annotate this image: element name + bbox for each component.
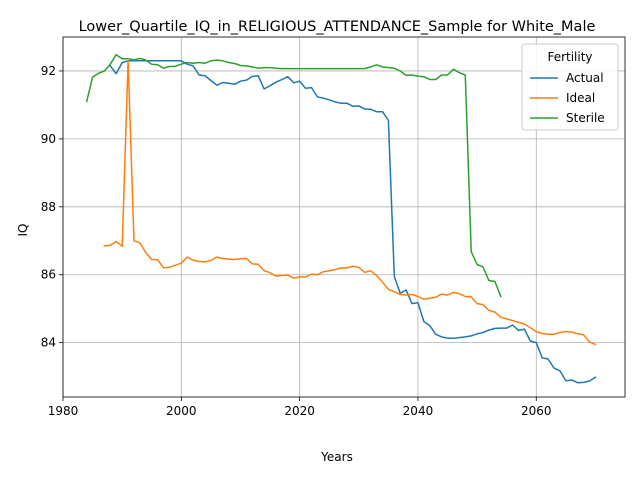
- y-tick-label: 84: [41, 336, 56, 350]
- legend-box: [521, 43, 619, 131]
- legend-label-ideal: Ideal: [566, 91, 595, 105]
- y-tick-label: 88: [41, 200, 56, 214]
- x-axis-label: Years: [320, 450, 353, 464]
- legend-items: Actual Ideal Sterile: [530, 71, 605, 125]
- y-tick-label: 90: [41, 132, 56, 146]
- axes-frame: [62, 36, 626, 398]
- series-line-ideal: [103, 60, 597, 346]
- chart-title: Lower_Quartile_IQ_in_RELIGIOUS_ATTENDANC…: [79, 19, 596, 35]
- legend-label-sterile: Sterile: [566, 111, 605, 125]
- plot-series: [85, 53, 597, 384]
- y-axis-ticks: 84 86 88 90 92: [41, 64, 63, 350]
- x-tick-label: 2020: [284, 404, 315, 418]
- x-axis-ticks: 1980 2000 2020 2040 2060: [48, 397, 552, 418]
- y-tick-label: 86: [41, 268, 56, 282]
- series-line-sterile: [85, 53, 502, 298]
- x-tick-label: 1980: [48, 404, 79, 418]
- legend: Fertility Actual Ideal Sterile: [521, 43, 619, 131]
- y-tick-label: 92: [41, 64, 56, 78]
- x-tick-label: 2040: [403, 404, 434, 418]
- legend-title: Fertility: [547, 50, 592, 64]
- legend-label-actual: Actual: [566, 71, 604, 85]
- y-axis-label: IQ: [16, 224, 30, 237]
- series-line-actual: [109, 60, 597, 384]
- x-tick-label: 2060: [521, 404, 552, 418]
- x-tick-label: 2000: [166, 404, 197, 418]
